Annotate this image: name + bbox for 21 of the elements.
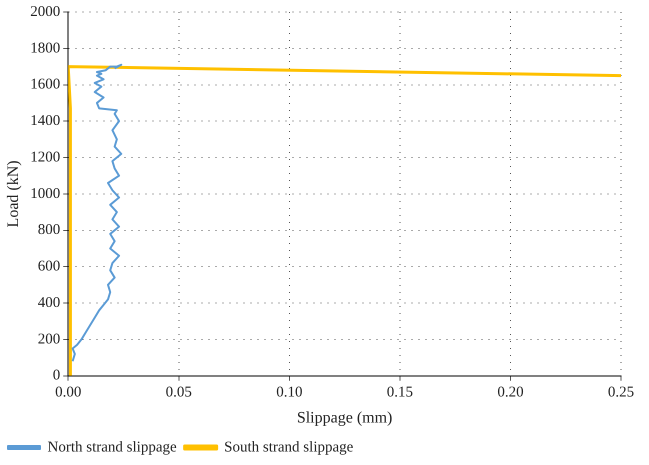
y-tick-label: 0 [52, 368, 60, 384]
y-tick-label: 400 [38, 294, 60, 311]
y-tick-label: 1000 [30, 186, 60, 202]
y-tick-label: 800 [38, 222, 60, 238]
y-tick-label: 2000 [30, 4, 60, 20]
y-tick-label: 1600 [30, 76, 60, 93]
x-tick-label: 0.20 [497, 384, 524, 401]
x-tick-label: 0.25 [608, 384, 634, 401]
y-tick-label: 600 [38, 258, 60, 275]
y-tick-label: 1200 [30, 149, 60, 166]
x-tick-label: 0.10 [276, 384, 302, 401]
y-tick-label: 1400 [30, 113, 60, 130]
y-tick-label: 1800 [30, 40, 60, 56]
y-axis-title: Load (kN) [4, 160, 22, 228]
x-tick-label: 0.15 [386, 384, 414, 401]
y-tick-label: 200 [38, 331, 60, 348]
x-axis-title: Slippage (mm) [296, 410, 392, 427]
legend-label: North strand slippage [48, 439, 177, 456]
x-tick-label: 0.00 [55, 384, 82, 401]
x-tick-label: 0.05 [166, 384, 192, 401]
legend-label: South strand slippage [224, 439, 354, 456]
